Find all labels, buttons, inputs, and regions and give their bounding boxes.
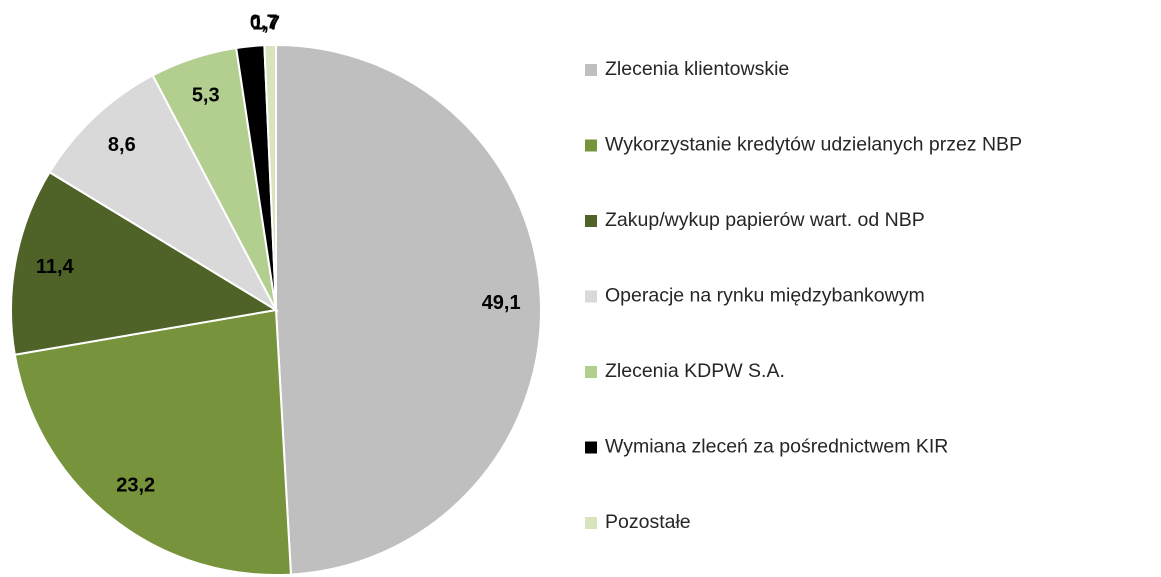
legend-label: Pozostałe: [605, 511, 691, 533]
pie-slice: [275, 43, 542, 576]
legend-swatch: [585, 290, 597, 303]
pie-slice: [48, 74, 279, 313]
legend-label: Operacje na rynku międzybankowym: [605, 285, 925, 307]
data-label: 49,1: [482, 292, 521, 314]
data-label: 0,7: [250, 11, 278, 33]
data-label: 11,4: [36, 256, 75, 278]
legend-swatch: [585, 215, 597, 227]
legend-swatch: [585, 441, 597, 454]
legend-swatch: [585, 139, 597, 152]
legend-label: Zakup/wykup papierów wart. od NBP: [605, 209, 925, 231]
data-label: 8,6: [108, 134, 136, 156]
legend-label: Wymiana zleceń za pośrednictwem KIR: [605, 436, 948, 458]
data-label: 5,3: [192, 84, 220, 106]
legend-label: Wykorzystanie kredytów udzielanych przez…: [605, 134, 1022, 156]
pie-slice: [10, 170, 279, 356]
legend-swatch: [585, 366, 597, 378]
legend-label: Zlecenia klientowskie: [605, 58, 789, 80]
pie-slice: [263, 43, 277, 311]
legend-swatch: [585, 64, 597, 76]
legend-swatch: [585, 517, 597, 529]
data-label: 23,2: [116, 475, 155, 497]
pie-slice: [13, 308, 293, 576]
legend-label: Zlecenia KDPW S.A.: [605, 360, 785, 382]
data-label: 1,7: [252, 13, 280, 35]
